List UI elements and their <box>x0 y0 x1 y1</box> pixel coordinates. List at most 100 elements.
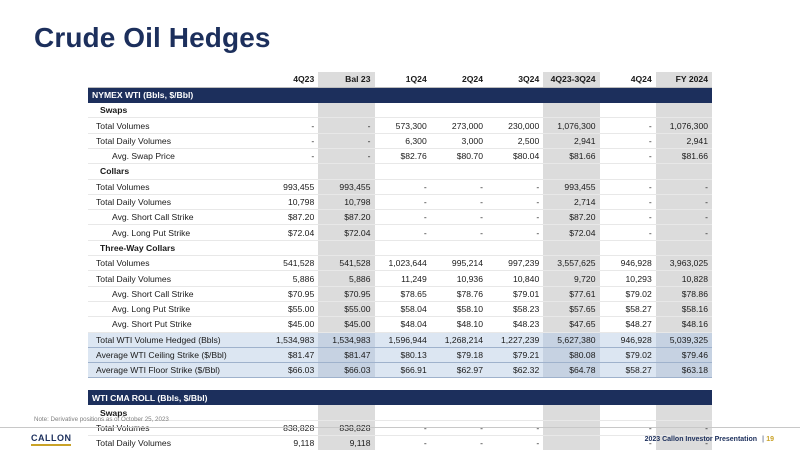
col-header: 3Q24 <box>487 72 544 88</box>
table-cell <box>543 240 600 257</box>
table-cell: $58.27 <box>599 362 656 379</box>
group-header-three-way-collars: Three-Way Collars <box>88 240 712 257</box>
table-cell: $87.20 <box>318 209 375 226</box>
row-label: Collars <box>88 163 262 180</box>
table-cell: $81.47 <box>318 347 375 364</box>
table-cell <box>430 240 487 257</box>
table-cell: 5,039,325 <box>655 331 712 348</box>
table-cell: $79.02 <box>599 347 656 364</box>
table-cell: $72.04 <box>318 224 375 241</box>
table-cell <box>543 163 600 180</box>
table-cell <box>430 405 487 422</box>
table-cell: - <box>318 148 375 165</box>
table-row: Total Daily Volumes - -6,300 3,000 2,500 2,94… <box>88 133 712 149</box>
table-cell: - <box>430 209 487 226</box>
table-cell <box>543 435 600 450</box>
row-label: Avg. Short Put Strike <box>88 316 262 333</box>
table-cell <box>487 102 544 119</box>
spacer-cell <box>88 377 712 390</box>
table-cell: $62.32 <box>487 362 544 379</box>
table-cell: $66.03 <box>262 362 319 379</box>
table-cell: $79.46 <box>655 347 712 364</box>
table-row: Total Volumes 541,528 541,528 1,023,644 995,… <box>88 255 712 272</box>
table-cell <box>374 240 431 257</box>
table-cell: - <box>374 209 431 226</box>
table-cell: 1,076,300 <box>655 117 712 134</box>
table-cell: 273,000 <box>430 117 487 134</box>
section-header-cma-roll: WTI CMA ROLL (Bbls, $/Bbl) <box>88 389 712 406</box>
table-cell: $81.66 <box>543 148 600 165</box>
table-cell: $77.61 <box>543 286 600 302</box>
table-cell: 838,828 <box>318 420 375 437</box>
table-cell: 541,528 <box>318 255 375 272</box>
table-cell: $47.65 <box>543 316 600 333</box>
table-cell: - <box>430 194 487 211</box>
table-cell <box>262 102 319 119</box>
row-label: Total Daily Volumes <box>88 270 262 287</box>
row-label: Avg. Short Call Strike <box>88 286 262 302</box>
section-label: WTI CMA ROLL (Bbls, $/Bbl) <box>88 389 712 406</box>
table-cell <box>543 420 600 437</box>
table-cell: 2,941 <box>655 133 712 149</box>
table-cell: - <box>430 435 487 450</box>
group-header-swaps: Swaps <box>88 102 712 119</box>
table-cell: 838,828 <box>262 420 319 437</box>
table-cell: $79.18 <box>430 347 487 364</box>
hedge-table: 4Q23 Bal 23 1Q24 2Q24 3Q24 4Q23-3Q24 4Q2… <box>88 72 712 450</box>
table-cell: $72.04 <box>543 224 600 241</box>
table-cell: - <box>487 194 544 211</box>
table-cell: 3,000 <box>430 133 487 149</box>
table-row: Total Volumes 838,828 838,828- - - - - <box>88 420 712 437</box>
table-cell: $48.16 <box>655 316 712 333</box>
table-cell: 573,300 <box>374 117 431 134</box>
table-row: Total Volumes 993,455 993,455- - -993,455- - <box>88 179 712 195</box>
table-cell: 993,455 <box>262 179 319 195</box>
table-cell: - <box>318 117 375 134</box>
table-cell: - <box>599 117 656 134</box>
table-cell: - <box>599 148 656 165</box>
table-cell: - <box>262 117 319 134</box>
table-cell: - <box>599 224 656 241</box>
footer-separator: | <box>762 436 764 443</box>
table-cell: $66.91 <box>374 362 431 379</box>
group-header-swaps: Swaps <box>88 405 712 422</box>
col-header: 4Q24 <box>599 72 656 88</box>
total-row: Total WTI Volume Hedged (Bbls) 1,534,983 1… <box>88 331 712 348</box>
table-cell: $80.08 <box>543 347 600 364</box>
table-cell: 946,928 <box>599 255 656 272</box>
table-cell: - <box>487 420 544 437</box>
table-cell <box>487 240 544 257</box>
table-row: Total Daily Volumes 5,886 5,886 11,249 10,93… <box>88 270 712 287</box>
table-cell: - <box>430 179 487 195</box>
table-cell: 3,557,625 <box>543 255 600 272</box>
table-row: Avg. Long Put Strike $55.00 $55.00 $58.04 $5… <box>88 301 712 318</box>
table-cell <box>262 405 319 422</box>
footnote: Note: Derivative positions as of October… <box>34 416 169 423</box>
table-cell <box>374 405 431 422</box>
row-label: Avg. Long Put Strike <box>88 224 262 241</box>
table-cell: $63.18 <box>655 362 712 379</box>
table-cell: $79.02 <box>599 286 656 302</box>
table-cell: - <box>262 133 319 149</box>
table-cell <box>655 163 712 180</box>
table-cell: - <box>655 194 712 211</box>
table-cell: $45.00 <box>262 316 319 333</box>
table-row: Avg. Short Call Strike $70.95 $70.95 $78.65… <box>88 286 712 302</box>
table-cell: - <box>599 420 656 437</box>
table-cell: 997,239 <box>487 255 544 272</box>
table-cell: $48.23 <box>487 316 544 333</box>
table-row: Total Volumes - -573,300 273,000 230,000 1,07… <box>88 117 712 134</box>
table-cell: 9,118 <box>318 435 375 450</box>
table-cell: 10,828 <box>655 270 712 287</box>
table-cell <box>599 163 656 180</box>
table-cell: $58.23 <box>487 301 544 318</box>
footer-presentation-title: 2023 Callon Investor Presentation <box>644 436 757 443</box>
section-header-nymex: NYMEX WTI (Bbls, $/Bbl) <box>88 87 712 103</box>
row-label: Swaps <box>88 405 262 422</box>
logo-text: CALLON <box>31 433 72 443</box>
table-cell: $78.76 <box>430 286 487 302</box>
table-cell: 6,300 <box>374 133 431 149</box>
table-cell: - <box>599 209 656 226</box>
table-row: Total Daily Volumes 9,118 9,118- - - - - <box>88 435 712 450</box>
row-label: Avg. Long Put Strike <box>88 301 262 318</box>
